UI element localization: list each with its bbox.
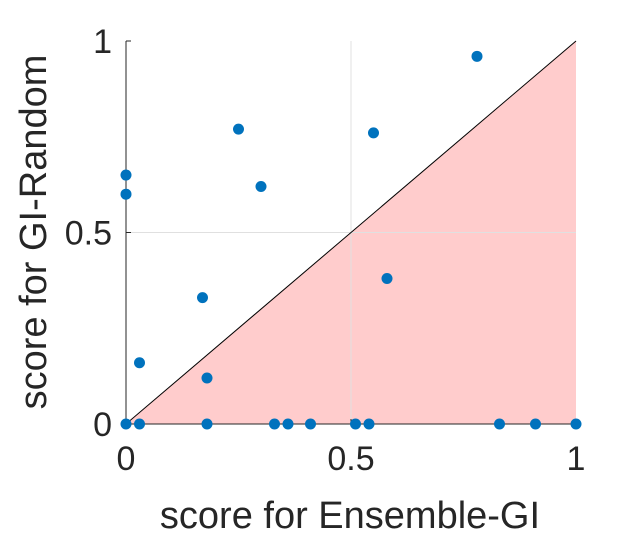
- y-tick-label: 0: [93, 406, 112, 444]
- data-point: [120, 418, 132, 430]
- y-tick-label: 1: [93, 23, 112, 61]
- data-point: [530, 418, 541, 430]
- data-point: [255, 181, 267, 193]
- y-tick-label: 0.5: [65, 215, 112, 253]
- data-point: [269, 418, 280, 430]
- data-point: [134, 418, 145, 430]
- data-point: [197, 292, 208, 304]
- data-point: [368, 127, 379, 139]
- data-point: [120, 169, 132, 181]
- data-point: [120, 188, 132, 200]
- data-point: [201, 372, 213, 384]
- data-point: [134, 357, 145, 369]
- data-point: [570, 418, 582, 430]
- data-point: [201, 418, 213, 430]
- plot-area: 0 0.5 1 0 0.5 1: [65, 23, 586, 478]
- data-point: [363, 418, 375, 430]
- data-point: [350, 418, 361, 430]
- y-axis-label: score for GI-Random: [13, 55, 55, 410]
- x-tick-label: 1: [567, 440, 586, 478]
- data-point: [233, 123, 244, 135]
- data-point: [494, 418, 505, 430]
- x-axis-label: score for Ensemble-GI: [160, 495, 540, 537]
- x-tick-label: 0.5: [327, 440, 374, 478]
- data-point: [381, 272, 393, 284]
- data-point: [282, 418, 294, 430]
- data-point: [471, 50, 483, 62]
- data-point: [305, 418, 316, 430]
- diagonal-reference-line: [125, 40, 577, 425]
- x-tick-label: 0: [117, 440, 136, 478]
